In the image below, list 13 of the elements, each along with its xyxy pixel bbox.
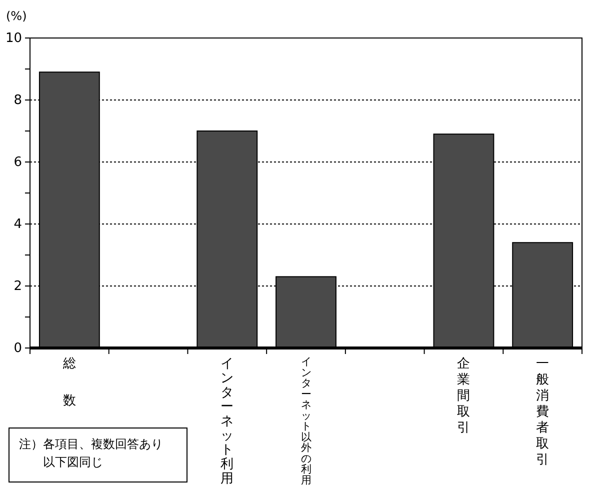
y-tick-label: 2 (14, 279, 22, 294)
text: 注）各項目、複数回答あり以下図同じ (19, 437, 163, 469)
y-tick-label: 6 (14, 155, 22, 170)
y-tick-label: 0 (14, 341, 22, 356)
category-label: 総数 (62, 356, 76, 408)
y-axis-title: (%) (6, 9, 27, 23)
x-tick-label: 企業間取引 (457, 356, 470, 436)
y-tick-label: 10 (5, 31, 22, 46)
y-tick-label: 8 (14, 93, 22, 108)
category-label: インターネット以外の利用 (301, 356, 311, 486)
category-label: インターネット利用 (220, 356, 234, 486)
x-tick-label: 一般消費者取引 (536, 356, 550, 468)
y-tick-label: 4 (14, 217, 22, 232)
